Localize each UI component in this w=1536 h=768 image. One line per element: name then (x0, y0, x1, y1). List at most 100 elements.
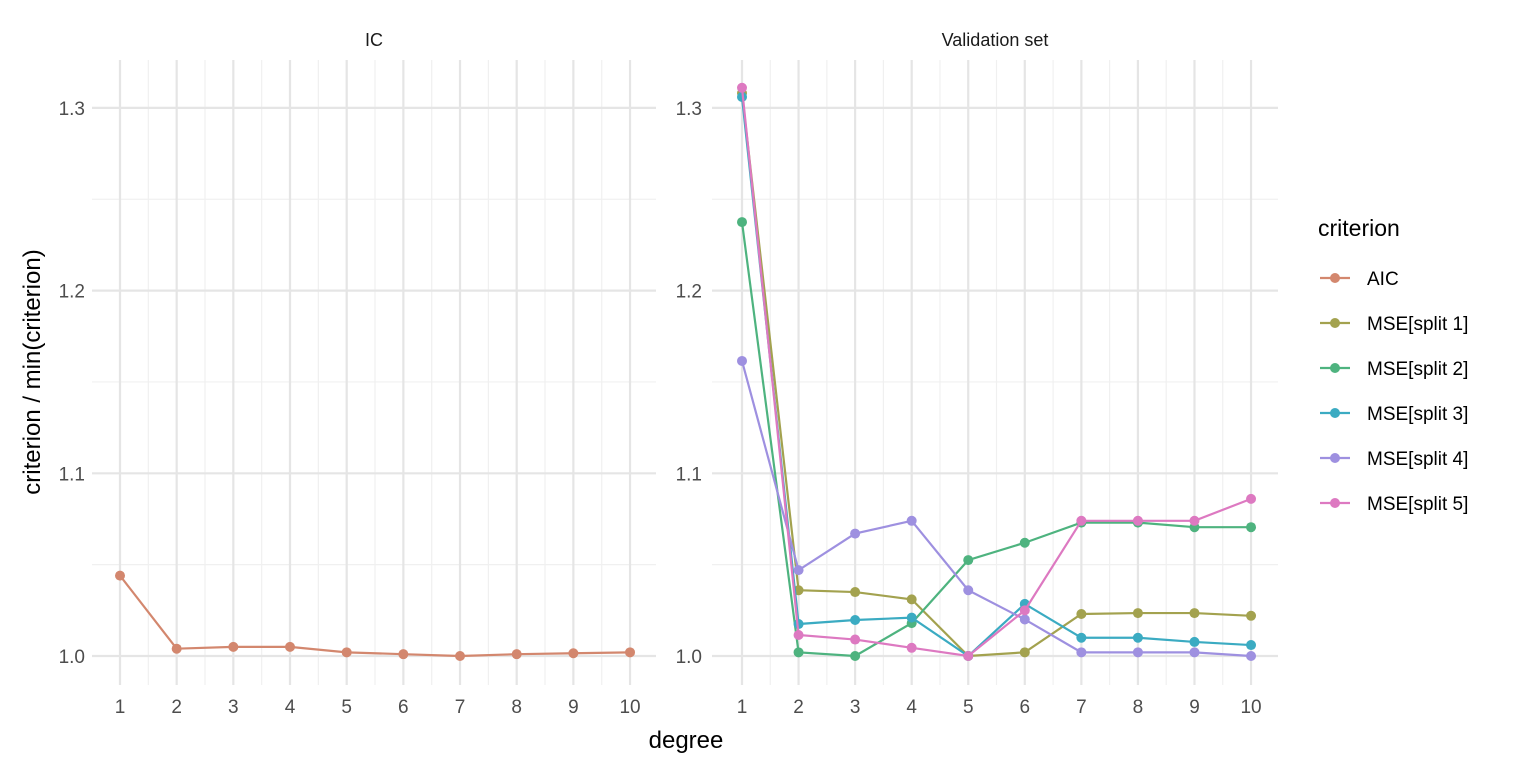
data-point (228, 641, 239, 652)
data-point (341, 647, 352, 658)
data-point (1189, 636, 1200, 647)
y-tick-label: 1.0 (59, 647, 85, 668)
legend-marker (1330, 498, 1340, 508)
data-point (171, 643, 182, 654)
legend-label: MSE[split 3] (1367, 404, 1468, 425)
data-point (1019, 614, 1030, 625)
legend-marker (1330, 318, 1340, 328)
x-tick-label: 10 (1240, 697, 1261, 718)
data-point (1076, 608, 1087, 619)
data-point (850, 587, 861, 598)
x-tick-label: 6 (398, 697, 409, 718)
legend-item: MSE[split 5] (1320, 494, 1468, 515)
y-tick-label: 1.1 (676, 464, 702, 485)
x-tick-label: 5 (341, 697, 352, 718)
y-tick-label: 1.2 (676, 282, 702, 303)
data-point (1132, 632, 1143, 643)
data-point (906, 594, 917, 605)
data-point (568, 648, 579, 659)
y-tick-label: 1.2 (59, 282, 85, 303)
data-point (1076, 632, 1087, 643)
legend-item: AIC (1320, 269, 1399, 290)
data-point (1019, 537, 1030, 548)
data-point (1132, 647, 1143, 658)
panel-1: 1.0 1.1 1.2 1.3 1 2 3 4 5 6 7 8 9 10 Validation set (676, 30, 1278, 718)
data-point (793, 619, 804, 630)
x-tick-label: 10 (619, 697, 640, 718)
series-line (740, 87, 1252, 658)
data-point (963, 585, 974, 596)
data-point (511, 649, 522, 660)
data-point (793, 565, 804, 576)
panel-title: IC (365, 30, 383, 50)
series-line (740, 360, 1252, 658)
data-point (906, 515, 917, 526)
series-MSE[split 4] (737, 355, 1257, 661)
legend-item: MSE[split 2] (1320, 359, 1468, 380)
legend-marker (1330, 363, 1340, 373)
data-point (1246, 493, 1257, 504)
legend-label: AIC (1367, 269, 1399, 290)
data-point (1132, 515, 1143, 526)
data-point (285, 641, 296, 652)
legend-marker (1330, 453, 1340, 463)
data-point (850, 615, 861, 626)
panel-0: 1.0 1.1 1.2 1.3 1 2 3 4 5 6 7 8 9 10 IC (59, 30, 656, 718)
x-tick-label: 2 (171, 697, 182, 718)
x-tick-label: 1 (737, 697, 748, 718)
x-tick-label: 1 (115, 697, 126, 718)
x-tick-label: 9 (1189, 697, 1200, 718)
series-MSE[split 5] (737, 82, 1257, 661)
x-tick-label: 9 (568, 697, 579, 718)
panel-title: Validation set (942, 30, 1049, 50)
data-point (737, 355, 747, 366)
x-tick-label: 3 (228, 697, 239, 718)
data-point (906, 612, 917, 623)
x-tick-label: 5 (963, 697, 974, 718)
data-point (1246, 640, 1257, 651)
x-tick-label: 4 (906, 697, 917, 718)
series-line (740, 221, 1252, 658)
data-point (1189, 647, 1200, 658)
legend-label: MSE[split 5] (1367, 494, 1468, 515)
x-tick-label: 8 (1133, 697, 1144, 718)
data-point (1019, 605, 1030, 616)
data-point (850, 651, 861, 661)
data-point (1076, 515, 1087, 526)
data-point (850, 528, 861, 539)
data-point (1246, 522, 1257, 533)
data-point (793, 629, 804, 640)
y-tick-label: 1.3 (59, 99, 85, 120)
y-tick-label: 1.1 (59, 464, 85, 485)
data-point (850, 634, 861, 645)
x-tick-label: 6 (1020, 697, 1031, 718)
legend-label: MSE[split 2] (1367, 359, 1468, 380)
legend-marker (1330, 273, 1340, 283)
data-point (1189, 608, 1200, 619)
x-tick-label: 3 (850, 697, 861, 718)
data-point (737, 82, 747, 93)
y-tick-label: 1.0 (676, 647, 702, 668)
x-tick-label: 4 (285, 697, 296, 718)
legend: criterion AIC MSE[split 1] MSE[split 2] MSE… (1318, 215, 1468, 515)
legend-label: MSE[split 4] (1367, 449, 1468, 470)
data-point (1019, 647, 1030, 658)
series-line (740, 96, 1252, 658)
data-point (455, 651, 466, 661)
series-MSE[split 1] (737, 88, 1257, 661)
series-line (740, 93, 1252, 658)
y-tick-label: 1.3 (676, 99, 702, 120)
data-point (963, 651, 974, 661)
legend-label: MSE[split 1] (1367, 314, 1468, 335)
data-point (963, 555, 974, 566)
series-MSE[split 3] (737, 91, 1257, 661)
data-point (1246, 610, 1257, 621)
data-point (737, 217, 747, 228)
data-point (1132, 608, 1143, 619)
legend-item: MSE[split 1] (1320, 314, 1468, 335)
data-point (398, 649, 409, 660)
data-point (906, 642, 917, 653)
data-point (1076, 647, 1087, 658)
x-axis-label: degree (649, 727, 724, 754)
